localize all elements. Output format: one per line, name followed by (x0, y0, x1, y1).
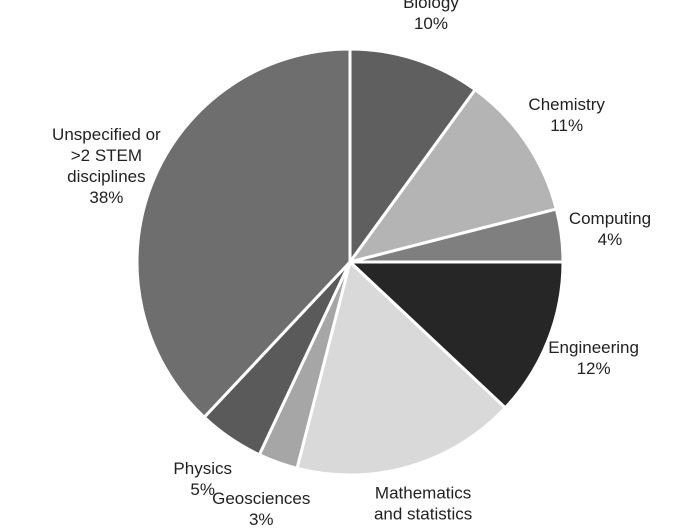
category-name: Mathematics and statistics (373, 483, 473, 524)
pie-slice (346, 260, 565, 410)
value-label: 3% (248, 509, 274, 529)
slice-label: Geosciences 3% (199, 488, 324, 529)
category-name: Geosciences (212, 488, 311, 508)
slice-label: Engineering 12% (531, 337, 656, 379)
category-name: Unspecified or >2 STEM disciplines (52, 124, 161, 186)
slice-label: Biology 10% (368, 0, 493, 34)
pie-slice (295, 259, 508, 477)
slice-label: Mathematics and statistics17% (361, 482, 486, 529)
slice-label: Unspecified or >2 STEM disciplines 38% (44, 124, 169, 208)
category-name: Chemistry (528, 94, 605, 114)
category-name: Engineering (548, 338, 639, 358)
value-label: 12% (576, 359, 611, 379)
pie-slice (135, 47, 352, 420)
value-label: 38% (89, 187, 124, 207)
pie-slice (348, 47, 478, 267)
slice-label: Computing 4% (547, 208, 672, 250)
category-name: Physics (173, 458, 232, 478)
category-name: Computing (568, 209, 652, 229)
value-label: 4% (597, 230, 623, 250)
value-label: 11% (550, 115, 584, 135)
pie-slice (346, 87, 559, 265)
slice-label: Chemistry 11% (504, 94, 629, 136)
value-label: 10% (413, 13, 448, 33)
category-name: Biology (403, 0, 459, 12)
slice-label: Physics 5% (140, 458, 265, 500)
value-label: 5% (190, 479, 215, 499)
value-label: 17% (406, 525, 440, 529)
